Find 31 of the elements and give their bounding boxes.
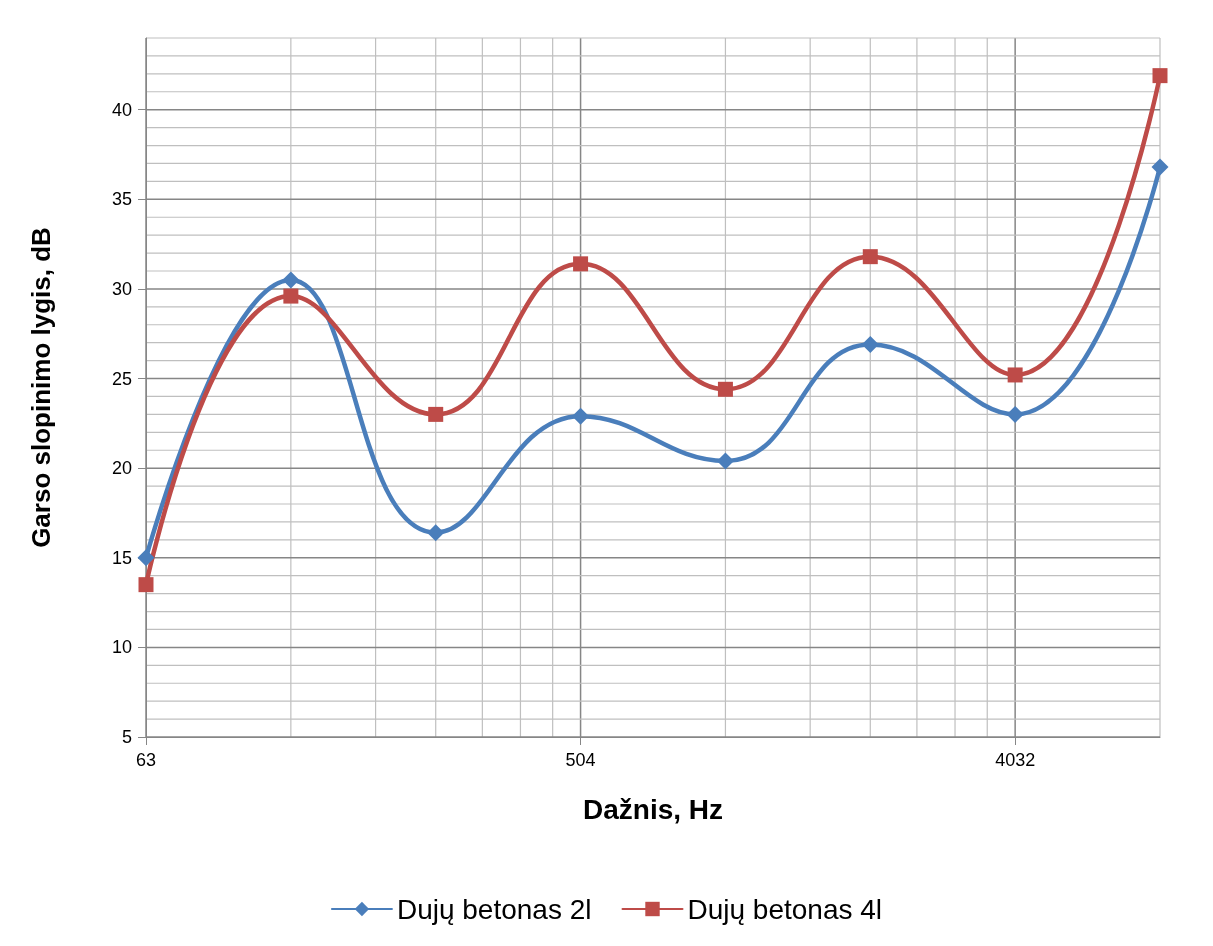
point bbox=[717, 381, 733, 397]
point bbox=[1151, 158, 1169, 176]
point bbox=[283, 288, 299, 304]
y-tick-label: 30 bbox=[111, 278, 132, 299]
point bbox=[716, 452, 734, 470]
point bbox=[573, 256, 589, 272]
x-tick-label: 4032 bbox=[995, 750, 1036, 770]
y-tick-label: 15 bbox=[111, 547, 132, 568]
point bbox=[427, 524, 445, 542]
point bbox=[428, 406, 444, 422]
y-tick-label: 10 bbox=[111, 637, 132, 658]
point bbox=[572, 407, 590, 425]
point bbox=[282, 271, 300, 289]
y-tick-label: 40 bbox=[111, 99, 132, 120]
point bbox=[138, 577, 154, 593]
point bbox=[137, 549, 155, 567]
y-tick-label: 5 bbox=[121, 727, 132, 747]
y-axis-title: Garso slopinimo lygis, dB bbox=[26, 227, 56, 548]
legend-label: Dujų betonas 4l bbox=[687, 893, 883, 925]
point bbox=[1152, 68, 1168, 84]
x-tick-label: 63 bbox=[135, 750, 157, 770]
y-tick-label: 25 bbox=[111, 368, 132, 389]
point bbox=[1007, 367, 1023, 383]
x-tick-label: 504 bbox=[565, 750, 596, 770]
legend-label: Dujų betonas 2l bbox=[396, 893, 592, 925]
y-tick-label: 35 bbox=[111, 189, 132, 210]
point bbox=[861, 335, 879, 353]
point bbox=[862, 249, 878, 265]
point bbox=[1006, 405, 1024, 423]
x-axis-title: Dažnis, Hz bbox=[582, 793, 724, 825]
y-tick-label: 20 bbox=[111, 458, 132, 479]
